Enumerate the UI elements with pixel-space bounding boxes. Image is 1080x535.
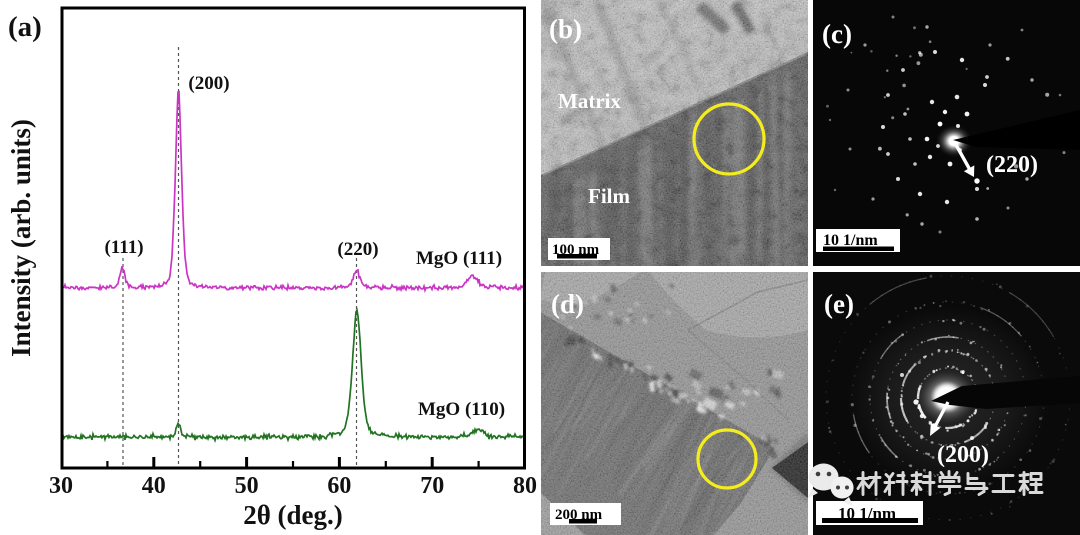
svg-text:Intensity (arb. units): Intensity (arb. units) — [6, 119, 36, 357]
svg-text:(e): (e) — [824, 289, 854, 319]
svg-text:(200): (200) — [937, 442, 989, 468]
svg-text:60: 60 — [327, 473, 351, 499]
svg-text:(d): (d) — [551, 289, 584, 319]
svg-text:80: 80 — [513, 473, 537, 499]
svg-text:(a): (a) — [8, 11, 42, 43]
svg-text:2θ (deg.): 2θ (deg.) — [243, 500, 343, 530]
svg-text:(200): (200) — [188, 73, 229, 94]
svg-text:50: 50 — [235, 473, 259, 499]
svg-text:40: 40 — [142, 473, 166, 499]
svg-text:MgO (110): MgO (110) — [418, 399, 505, 420]
svg-text:70: 70 — [420, 473, 444, 499]
svg-text:(b): (b) — [549, 14, 582, 44]
svg-text:(111): (111) — [104, 237, 143, 258]
svg-text:Matrix: Matrix — [558, 89, 621, 113]
svg-text:10 1/nm: 10 1/nm — [823, 232, 878, 249]
svg-text:(220): (220) — [337, 239, 378, 260]
svg-text:30: 30 — [49, 473, 73, 499]
svg-text:Film: Film — [588, 184, 630, 208]
svg-text:MgO (111): MgO (111) — [416, 248, 502, 269]
svg-text:(220): (220) — [986, 152, 1038, 178]
svg-text:(c): (c) — [822, 19, 852, 49]
